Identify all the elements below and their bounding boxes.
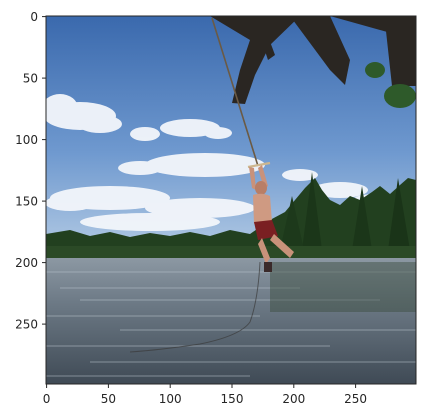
tree-reflection xyxy=(270,262,416,312)
lake-water xyxy=(46,258,416,384)
rope-trail xyxy=(129,261,261,353)
x-tick-label: 0 xyxy=(43,392,51,406)
y-axis xyxy=(42,16,46,325)
rope xyxy=(211,17,259,167)
person-on-rope xyxy=(249,165,294,272)
x-axis xyxy=(46,384,357,388)
y-tick-label: 0 xyxy=(30,10,38,24)
x-tick-label: 100 xyxy=(159,392,182,406)
axes-frame xyxy=(45,15,417,385)
x-tick-labels: 0 50 100 150 200 250 xyxy=(43,392,367,406)
y-tick-label: 100 xyxy=(15,133,38,147)
y-tick-label: 250 xyxy=(15,318,38,332)
tree-branches xyxy=(210,16,416,104)
rope-handle xyxy=(247,161,271,169)
x-tick-label: 200 xyxy=(282,392,305,406)
photo xyxy=(46,16,416,384)
clouds xyxy=(46,94,397,231)
leaves xyxy=(365,62,416,108)
x-tick-label: 150 xyxy=(221,392,244,406)
y-tick-label: 200 xyxy=(15,256,38,270)
x-tick-label: 250 xyxy=(344,392,367,406)
y-tick-label: 150 xyxy=(15,195,38,209)
y-tick-label: 50 xyxy=(23,72,38,86)
y-tick-labels: 0 50 100 150 200 250 xyxy=(15,10,38,332)
x-tick-label: 50 xyxy=(101,392,116,406)
water-reflections xyxy=(46,271,416,377)
